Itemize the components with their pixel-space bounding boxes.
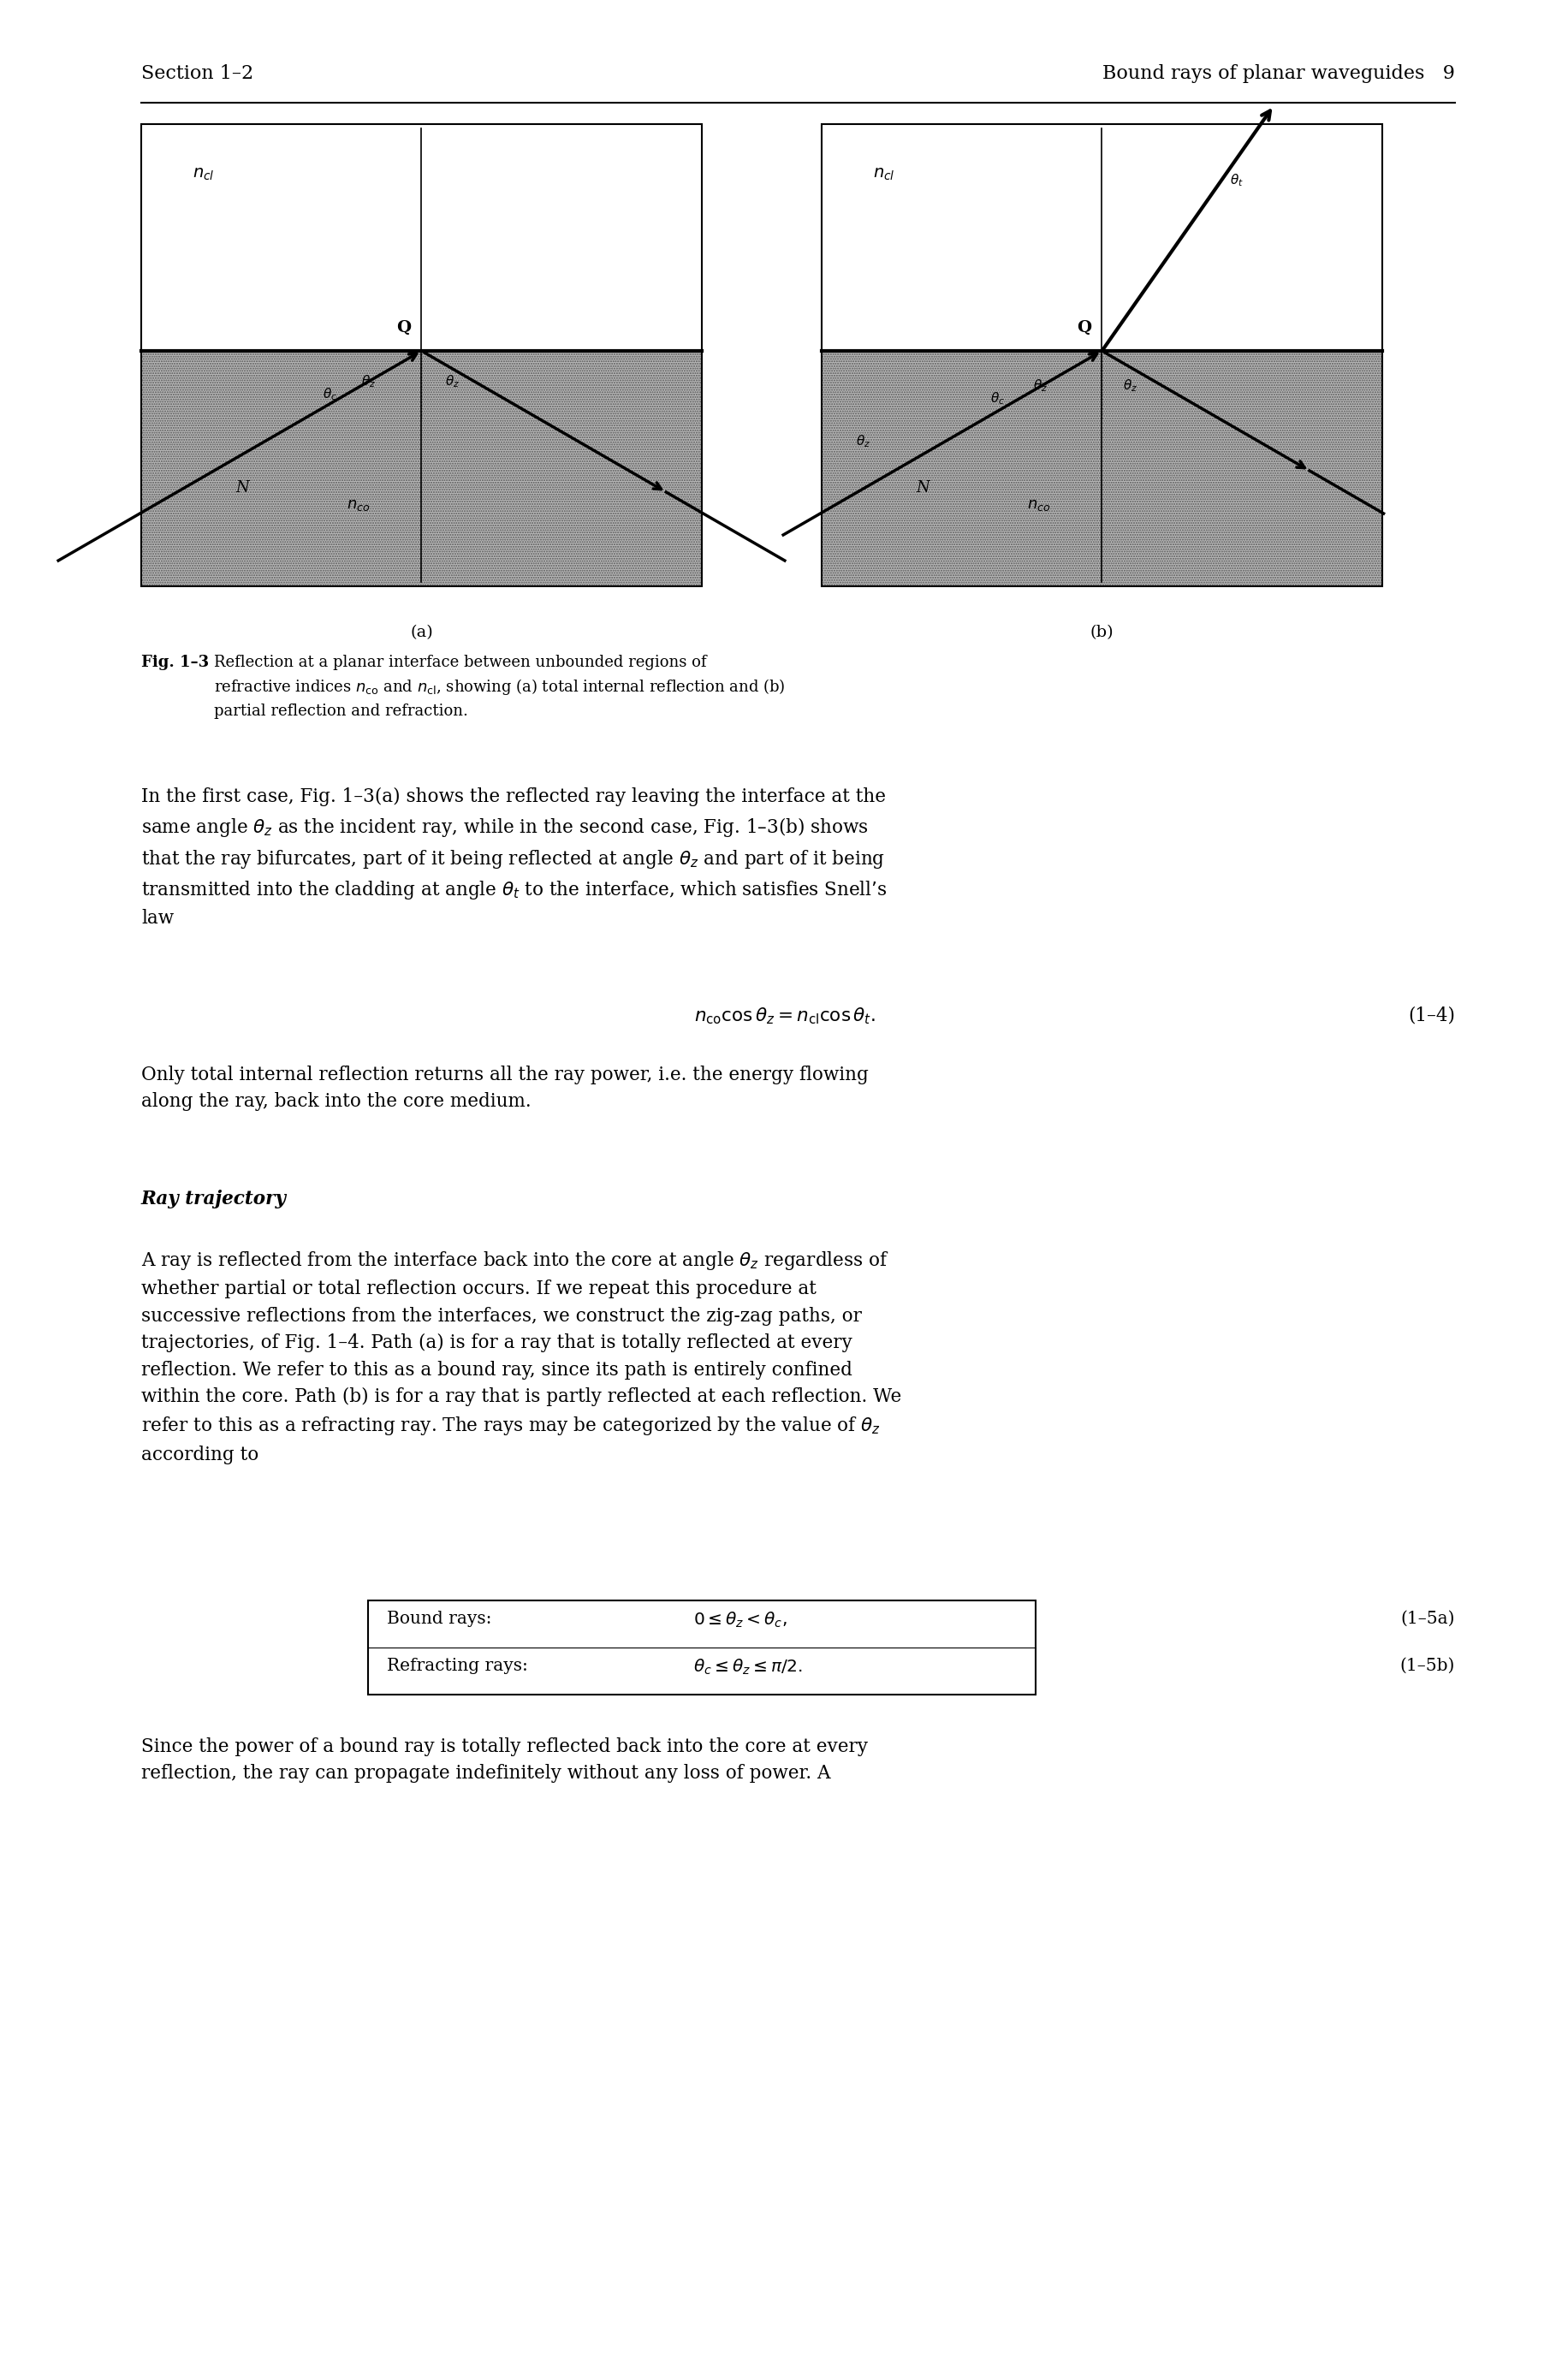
Text: $\theta_z$: $\theta_z$ xyxy=(445,373,459,390)
Text: $n_{cl}$: $n_{cl}$ xyxy=(193,166,215,183)
Text: $n_{\rm co} \cos \theta_z = n_{\rm cl} \cos \theta_t.$: $n_{\rm co} \cos \theta_z = n_{\rm cl} \… xyxy=(693,1005,875,1026)
Bar xyxy=(141,352,701,587)
Text: Refracting rays:: Refracting rays: xyxy=(387,1658,528,1674)
Text: Reflection at a planar interface between unbounded regions of
refractive indices: Reflection at a planar interface between… xyxy=(213,656,784,720)
Text: (b): (b) xyxy=(1090,625,1113,641)
Text: Ray trajectory: Ray trajectory xyxy=(141,1190,287,1209)
Text: $\theta_z$: $\theta_z$ xyxy=(1033,378,1047,394)
Text: (1–5b): (1–5b) xyxy=(1399,1658,1454,1674)
Bar xyxy=(368,1601,1035,1696)
Text: $\theta_z$: $\theta_z$ xyxy=(1123,378,1137,394)
Bar xyxy=(822,123,1381,587)
Text: $\theta_z$: $\theta_z$ xyxy=(361,373,376,390)
Text: N: N xyxy=(235,480,249,496)
Text: Only total internal reflection returns all the ray power, i.e. the energy flowin: Only total internal reflection returns a… xyxy=(141,1066,869,1112)
Text: In the first case, Fig. 1–3(a) shows the reflected ray leaving the interface at : In the first case, Fig. 1–3(a) shows the… xyxy=(141,789,886,929)
Text: $n_{cl}$: $n_{cl}$ xyxy=(872,166,894,183)
Text: $\theta_z$: $\theta_z$ xyxy=(856,432,870,449)
Bar xyxy=(822,123,1381,351)
Text: A ray is reflected from the interface back into the core at angle $\theta_z$ reg: A ray is reflected from the interface ba… xyxy=(141,1249,902,1465)
Text: $n_{co}$: $n_{co}$ xyxy=(347,496,370,513)
Bar xyxy=(141,123,701,587)
Text: (1–5a): (1–5a) xyxy=(1400,1610,1454,1627)
Bar xyxy=(141,352,701,587)
Text: (1–4): (1–4) xyxy=(1406,1005,1454,1024)
Text: $\theta_c$: $\theta_c$ xyxy=(323,387,337,401)
Text: $n_{co}$: $n_{co}$ xyxy=(1027,496,1051,513)
Text: $\theta_t$: $\theta_t$ xyxy=(1229,171,1243,188)
Bar xyxy=(822,352,1381,587)
Text: (a): (a) xyxy=(409,625,433,641)
Text: Since the power of a bound ray is totally reflected back into the core at every
: Since the power of a bound ray is totall… xyxy=(141,1738,867,1784)
Text: Bound rays:: Bound rays: xyxy=(387,1610,491,1627)
Text: Q: Q xyxy=(397,321,411,335)
Bar xyxy=(141,123,701,351)
Text: N: N xyxy=(916,480,928,496)
Text: Q: Q xyxy=(1077,321,1091,335)
Text: $\theta_c \leq \theta_z \leq \pi/2.$: $\theta_c \leq \theta_z \leq \pi/2.$ xyxy=(693,1658,801,1677)
Text: Fig. 1–3: Fig. 1–3 xyxy=(141,656,209,670)
Text: $0 \leq \theta_z < \theta_c,$: $0 \leq \theta_z < \theta_c,$ xyxy=(693,1610,787,1629)
Text: $\theta_c$: $\theta_c$ xyxy=(989,390,1005,406)
Bar xyxy=(822,352,1381,587)
Text: Bound rays of planar waveguides   9: Bound rays of planar waveguides 9 xyxy=(1102,64,1454,83)
Text: Section 1–2: Section 1–2 xyxy=(141,64,254,83)
